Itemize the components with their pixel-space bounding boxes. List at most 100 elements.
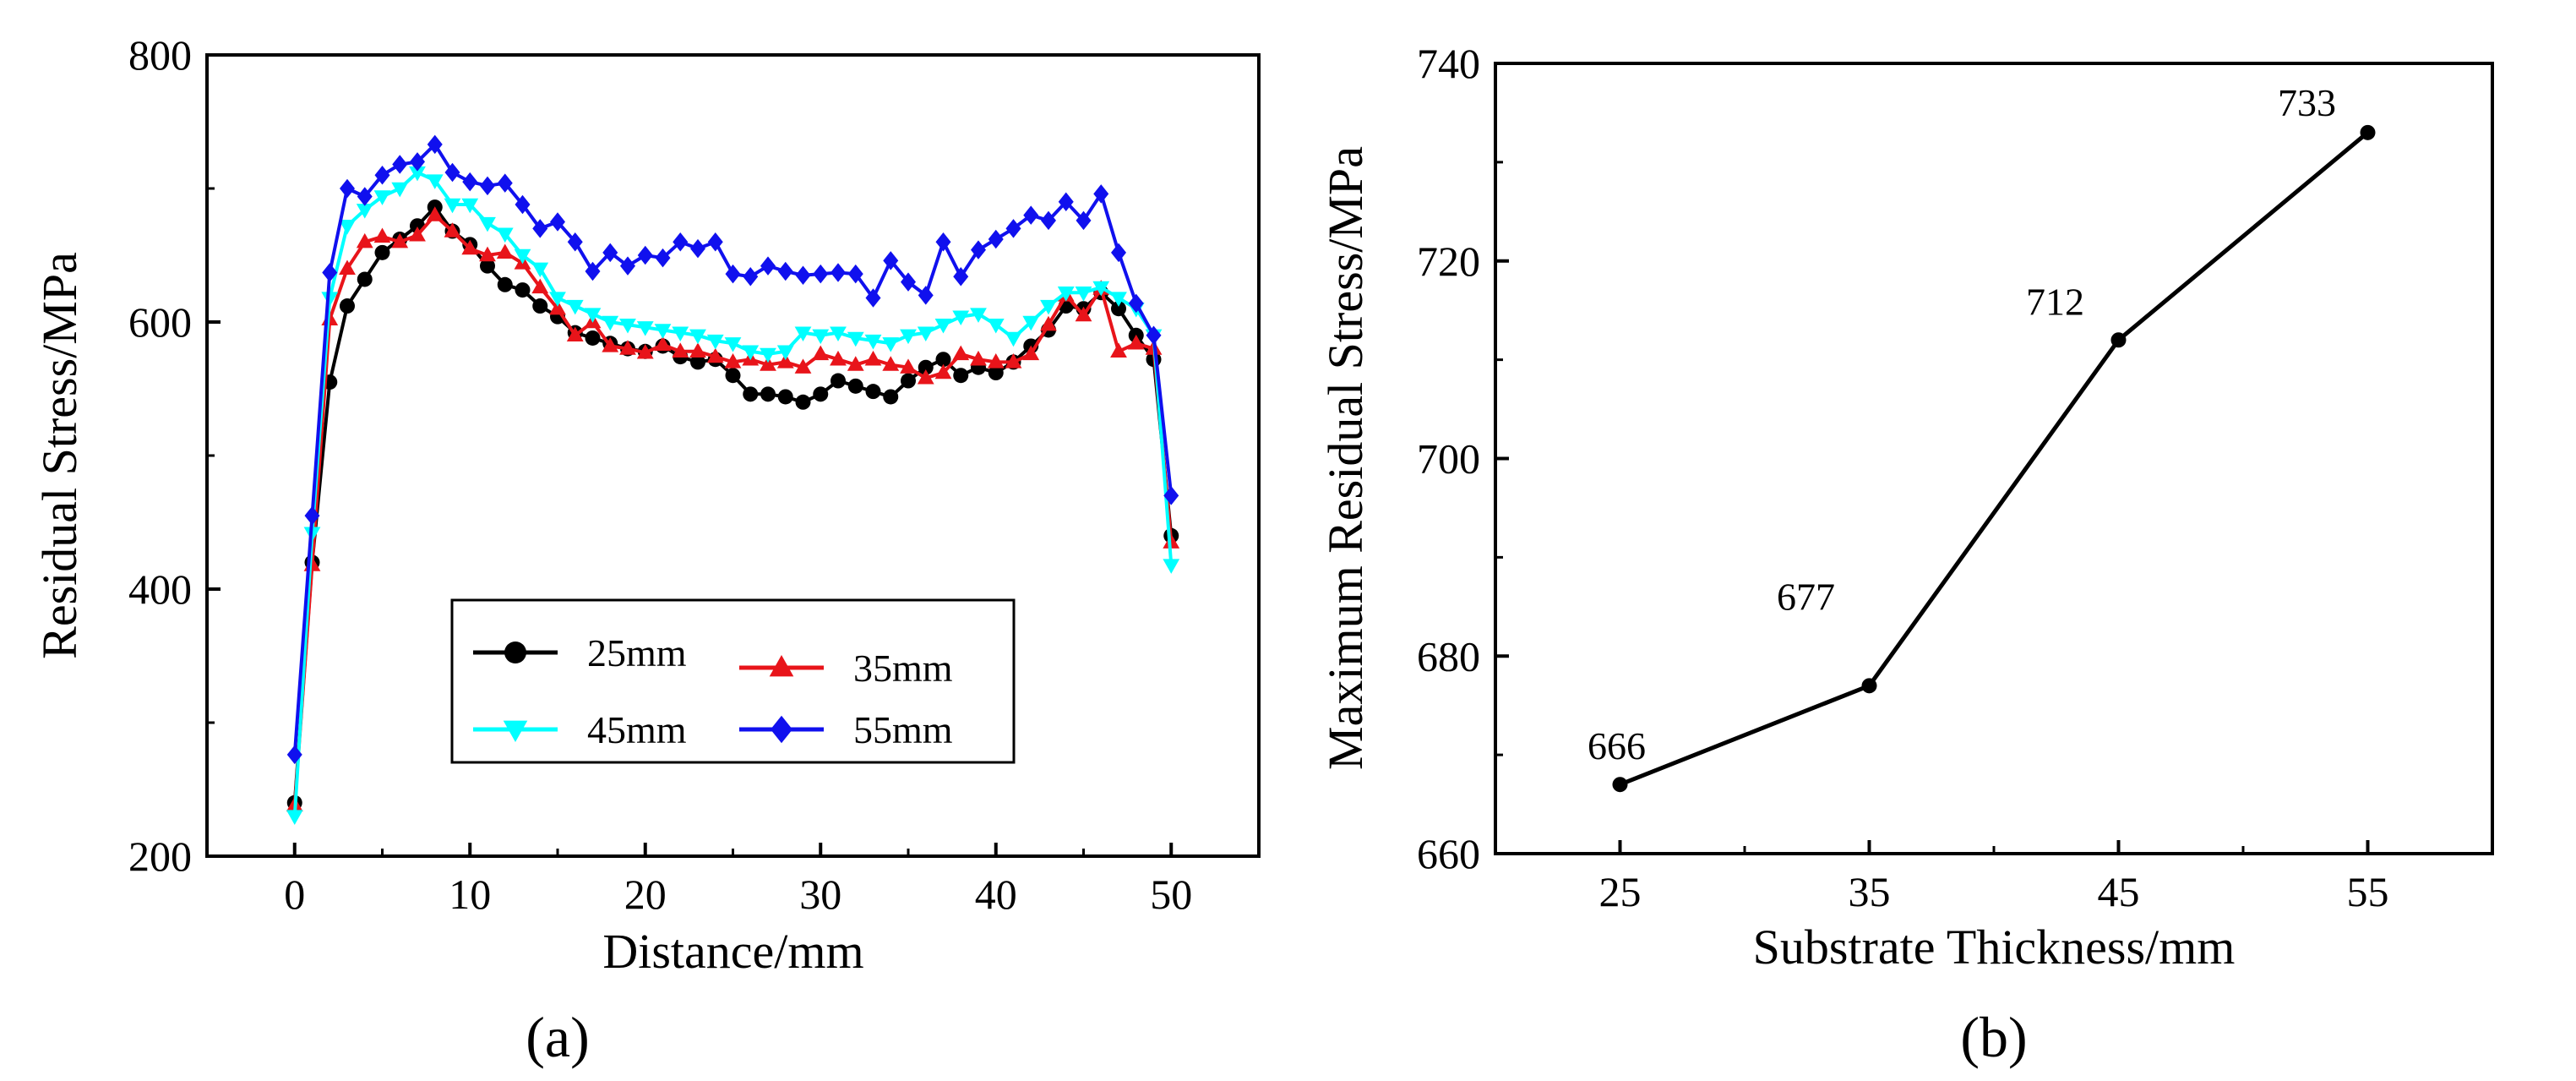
- chart-b-x-tick-label: 35: [1849, 868, 1891, 915]
- chart-a-data-point: [461, 198, 479, 214]
- chart-a-data-point: [1163, 486, 1179, 505]
- chart-a-data-point: [356, 204, 373, 219]
- chart-a-data-point: [497, 276, 513, 292]
- chart-a-data-point: [847, 378, 863, 394]
- chart-a-data-point: [357, 187, 373, 206]
- chart-a-data-point: [304, 505, 320, 526]
- chart-a-data-point: [952, 310, 970, 326]
- chart-a-data-point: [900, 329, 917, 345]
- chart-a-data-point: [409, 226, 426, 242]
- chart-a-data-point: [724, 353, 742, 369]
- chart-a-x-tick-label: 40: [975, 871, 1017, 918]
- chart-a-data-point: [1128, 293, 1144, 314]
- chart-a-data-point: [760, 386, 776, 402]
- chart-a-data-point: [321, 292, 339, 307]
- chart-a-data-point: [1005, 353, 1022, 369]
- panel-a-label: (a): [526, 1005, 589, 1069]
- chart-a-data-point: [1163, 559, 1180, 574]
- chart-a-data-point: [340, 178, 355, 199]
- chart-a-data-point: [689, 342, 706, 358]
- chart-a-data-point: [444, 222, 461, 237]
- chart-a-data-point: [619, 318, 636, 334]
- chart-a-data-point: [777, 261, 793, 281]
- chart-a-data-point: [934, 363, 952, 379]
- chart-b-x-tick-label: 55: [2347, 868, 2389, 915]
- chart-a-data-point: [1111, 243, 1126, 263]
- chart-a-data-point: [831, 373, 846, 389]
- panel-b-label: (b): [1960, 1005, 2027, 1069]
- chart-a-data-point: [427, 134, 443, 155]
- chart-a-data-point: [953, 267, 969, 287]
- chart-a-data-point: [882, 337, 900, 352]
- chart-a-data-point: [1076, 210, 1092, 231]
- chart-a-data-point: [1111, 301, 1126, 317]
- chart-a-data-point: [480, 258, 495, 274]
- chart-a-data-point: [444, 198, 461, 214]
- chart-a-data-point: [322, 263, 338, 282]
- chart-b-y-tick-label: 680: [1417, 632, 1480, 680]
- chart-a-data-point: [497, 173, 513, 193]
- chart-a-data-point: [655, 248, 671, 268]
- chart-a-data-point: [812, 329, 830, 345]
- chart-a-data-point: [847, 264, 863, 284]
- chart-a-data-point: [286, 745, 302, 765]
- chart-a-data-point: [830, 326, 847, 341]
- chart-a-data-point: [1040, 299, 1057, 315]
- chart-a-data-point: [1092, 281, 1110, 297]
- chart-a-data-point: [514, 248, 531, 265]
- chart-a-data-point: [637, 245, 653, 265]
- chart-a-data-point: [777, 389, 793, 405]
- chart-a-x-tick-label: 20: [624, 871, 667, 918]
- chart-a-data-point: [864, 334, 882, 350]
- chart-a-series-35mm: [286, 206, 1180, 812]
- chart-a-data-point: [1110, 342, 1127, 358]
- chart-a-data-point: [725, 368, 741, 384]
- chart-a-data-point: [864, 350, 882, 366]
- chart-a-data-point: [743, 267, 759, 287]
- chart-a-data-point: [1093, 184, 1109, 204]
- chart-a-data-point: [988, 365, 1004, 381]
- chart-a-data-point: [549, 299, 566, 315]
- chart-a-data-point: [883, 389, 899, 405]
- chart-a-data-point: [794, 326, 812, 341]
- chart-a-data-point: [689, 329, 706, 345]
- chart-a-data-point: [847, 356, 864, 371]
- chart-a-data-point: [479, 246, 496, 262]
- chart-a-data-point: [532, 298, 548, 314]
- chart-a-data-point: [725, 264, 741, 284]
- chart-a-data-point: [760, 347, 776, 363]
- chart-a-data-point: [813, 386, 829, 402]
- chart-a: 200 400 600 800 0 10 20 30 40 50 25mm 35mm 45mm 55m…: [32, 31, 1261, 1069]
- chart-a-data-point: [531, 278, 549, 294]
- chart-b-y-axis-title: Maximum Residual Stress/MPa: [1318, 146, 1373, 770]
- chart-a-data-point: [356, 232, 373, 248]
- chart-b-y-tick-label: 660: [1417, 830, 1480, 877]
- chart-a-data-point: [1146, 325, 1162, 346]
- legend-label: 25mm: [587, 631, 687, 674]
- chart-a-data-point: [865, 288, 881, 308]
- chart-a-data-point: [742, 345, 760, 361]
- chart-b-series-maximum-residual-stress: [1612, 124, 2376, 793]
- chart-a-data-point: [706, 347, 724, 363]
- chart-a-data-point: [602, 337, 619, 352]
- chart-a-data-point: [1022, 315, 1040, 331]
- chart-a-data-point: [706, 334, 724, 350]
- chart-a-data-point: [935, 352, 951, 368]
- chart-a-x-tick-label: 50: [1150, 871, 1192, 918]
- chart-a-data-point: [1023, 205, 1039, 225]
- chart-a-data-point: [515, 282, 531, 298]
- chart-a-data-point: [654, 324, 672, 339]
- chart-a-data-point: [1075, 287, 1092, 302]
- legend-marker: [771, 715, 792, 744]
- chart-a-data-point: [724, 337, 742, 352]
- chart-a-data-point: [1041, 210, 1056, 231]
- chart-a-data-point: [496, 227, 514, 243]
- chart-a-data-point: [566, 326, 584, 341]
- chart-a-data-point: [480, 176, 495, 196]
- chart-a-data-point: [479, 216, 496, 232]
- chart-a-data-point: [515, 194, 531, 215]
- chart-b-data-point: [1612, 777, 1628, 793]
- chart-a-data-point: [426, 174, 444, 189]
- chart-a-data-point: [374, 165, 390, 185]
- legend-marker: [504, 642, 526, 663]
